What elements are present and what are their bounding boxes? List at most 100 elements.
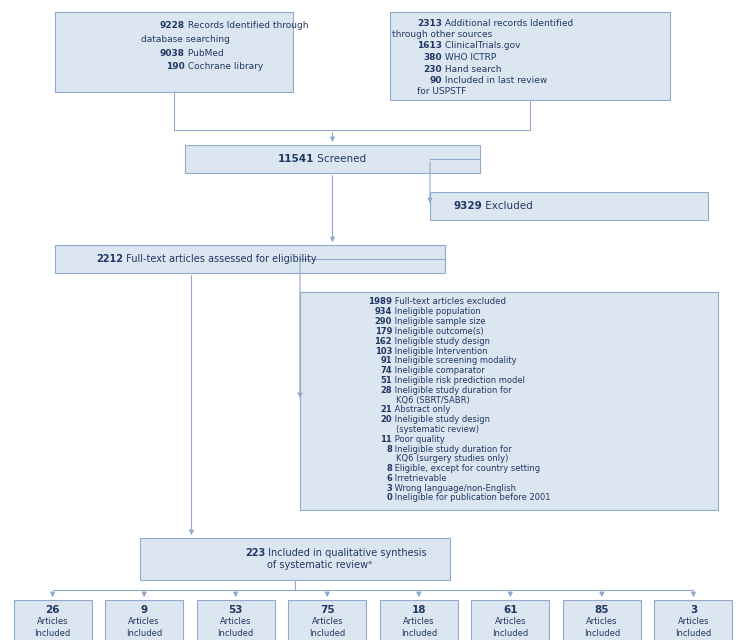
Text: 223: 223 — [245, 548, 265, 557]
Text: 0: 0 — [386, 493, 392, 502]
Text: 8: 8 — [386, 464, 392, 473]
Text: Included: Included — [309, 628, 345, 637]
Text: Ineligible study design: Ineligible study design — [392, 415, 490, 424]
Text: 61: 61 — [503, 605, 518, 615]
Text: Irretrievable: Irretrievable — [392, 474, 447, 483]
Text: Articles: Articles — [220, 618, 251, 627]
Text: Records Identified through: Records Identified through — [185, 22, 309, 31]
Text: Included: Included — [218, 628, 254, 637]
Text: Ineligible for publication before 2001: Ineligible for publication before 2001 — [392, 493, 551, 502]
Text: KQ6 (SBRT/SABR): KQ6 (SBRT/SABR) — [396, 396, 470, 404]
Text: 2212: 2212 — [96, 254, 123, 264]
FancyBboxPatch shape — [288, 600, 366, 640]
Text: 1989: 1989 — [368, 298, 392, 307]
Text: Articles: Articles — [312, 618, 343, 627]
Text: Screened: Screened — [315, 154, 366, 164]
Text: Ineligible screening modality: Ineligible screening modality — [392, 356, 517, 365]
Text: WHO ICTRP: WHO ICTRP — [442, 53, 496, 62]
Text: Wrong language/non-English: Wrong language/non-English — [392, 484, 516, 493]
Text: 3: 3 — [386, 484, 392, 493]
Text: 18: 18 — [412, 605, 426, 615]
Text: 190: 190 — [166, 62, 185, 71]
Text: Included: Included — [126, 628, 162, 637]
Text: 380: 380 — [424, 53, 442, 62]
Text: Excluded: Excluded — [482, 201, 533, 211]
Text: Included: Included — [675, 628, 712, 637]
FancyBboxPatch shape — [471, 600, 549, 640]
Text: 91: 91 — [380, 356, 392, 365]
Text: Included: Included — [584, 628, 620, 637]
Text: Additional records Identified: Additional records Identified — [442, 19, 573, 28]
Text: Ineligible outcome(s): Ineligible outcome(s) — [392, 327, 483, 336]
Text: ClinicalTrials.gov: ClinicalTrials.gov — [442, 42, 521, 51]
Text: 2313: 2313 — [417, 19, 442, 28]
Text: 75: 75 — [320, 605, 334, 615]
Text: 51: 51 — [380, 376, 392, 385]
Text: 20: 20 — [380, 415, 392, 424]
Text: 9: 9 — [140, 605, 148, 615]
Text: Hand search: Hand search — [442, 65, 501, 74]
Text: Articles: Articles — [677, 618, 709, 627]
Text: 9228: 9228 — [160, 22, 185, 31]
Text: 6: 6 — [386, 474, 392, 483]
FancyBboxPatch shape — [140, 538, 450, 580]
FancyBboxPatch shape — [430, 192, 708, 220]
Text: 230: 230 — [424, 65, 442, 74]
Text: Ineligible comparator: Ineligible comparator — [392, 366, 485, 375]
Text: Ineligible Intervention: Ineligible Intervention — [392, 346, 487, 355]
Text: Included: Included — [34, 628, 71, 637]
Text: through other sources: through other sources — [392, 30, 492, 39]
Text: database searching: database searching — [140, 35, 230, 44]
Text: 53: 53 — [228, 605, 243, 615]
Text: Articles: Articles — [495, 618, 526, 627]
Text: Eligible, except for country setting: Eligible, except for country setting — [392, 464, 540, 473]
Text: Articles: Articles — [37, 618, 69, 627]
Text: 1613: 1613 — [417, 42, 442, 51]
Text: for USPSTF: for USPSTF — [417, 88, 467, 97]
Text: Ineligible risk prediction model: Ineligible risk prediction model — [392, 376, 525, 385]
Text: 3: 3 — [690, 605, 697, 615]
Text: 103: 103 — [374, 346, 392, 355]
Text: 21: 21 — [380, 405, 392, 414]
Text: Included: Included — [492, 628, 528, 637]
Text: 11: 11 — [380, 435, 392, 444]
Text: Abstract only: Abstract only — [392, 405, 451, 414]
Text: PubMed: PubMed — [185, 49, 224, 58]
Text: 290: 290 — [374, 317, 392, 326]
Text: 8: 8 — [386, 445, 392, 454]
Text: 934: 934 — [374, 307, 392, 316]
Text: 162: 162 — [374, 337, 392, 346]
Text: Included: Included — [401, 628, 437, 637]
FancyBboxPatch shape — [563, 600, 641, 640]
Text: 9038: 9038 — [160, 49, 185, 58]
Text: 9329: 9329 — [454, 201, 482, 211]
Text: 90: 90 — [430, 76, 442, 85]
Text: Ineligible study design: Ineligible study design — [392, 337, 490, 346]
FancyBboxPatch shape — [55, 12, 293, 92]
Text: KQ6 (surgery studies only): KQ6 (surgery studies only) — [396, 454, 508, 463]
FancyBboxPatch shape — [185, 145, 480, 173]
FancyBboxPatch shape — [55, 245, 445, 273]
Text: Full-text articles assessed for eligibility: Full-text articles assessed for eligibil… — [123, 254, 316, 264]
FancyBboxPatch shape — [197, 600, 275, 640]
FancyBboxPatch shape — [380, 600, 458, 640]
Text: Ineligible study duration for: Ineligible study duration for — [392, 445, 512, 454]
FancyBboxPatch shape — [13, 600, 92, 640]
Text: Included in last review: Included in last review — [442, 76, 548, 85]
Text: Articles: Articles — [128, 618, 160, 627]
Text: Articles: Articles — [403, 618, 434, 627]
Text: Ineligible sample size: Ineligible sample size — [392, 317, 486, 326]
Text: Poor quality: Poor quality — [392, 435, 445, 444]
Text: Included in qualitative synthesis: Included in qualitative synthesis — [265, 548, 427, 557]
Text: of systematic reviewᵃ: of systematic reviewᵃ — [267, 560, 372, 570]
FancyBboxPatch shape — [300, 292, 718, 510]
Text: (systematic review): (systematic review) — [396, 425, 479, 434]
Text: Ineligible population: Ineligible population — [392, 307, 480, 316]
Text: 85: 85 — [595, 605, 609, 615]
Text: 28: 28 — [380, 386, 392, 395]
Text: Full-text articles excluded: Full-text articles excluded — [392, 298, 506, 307]
Text: 179: 179 — [374, 327, 392, 336]
FancyBboxPatch shape — [105, 600, 183, 640]
Text: Articles: Articles — [586, 618, 618, 627]
Text: Cochrane library: Cochrane library — [185, 62, 263, 71]
